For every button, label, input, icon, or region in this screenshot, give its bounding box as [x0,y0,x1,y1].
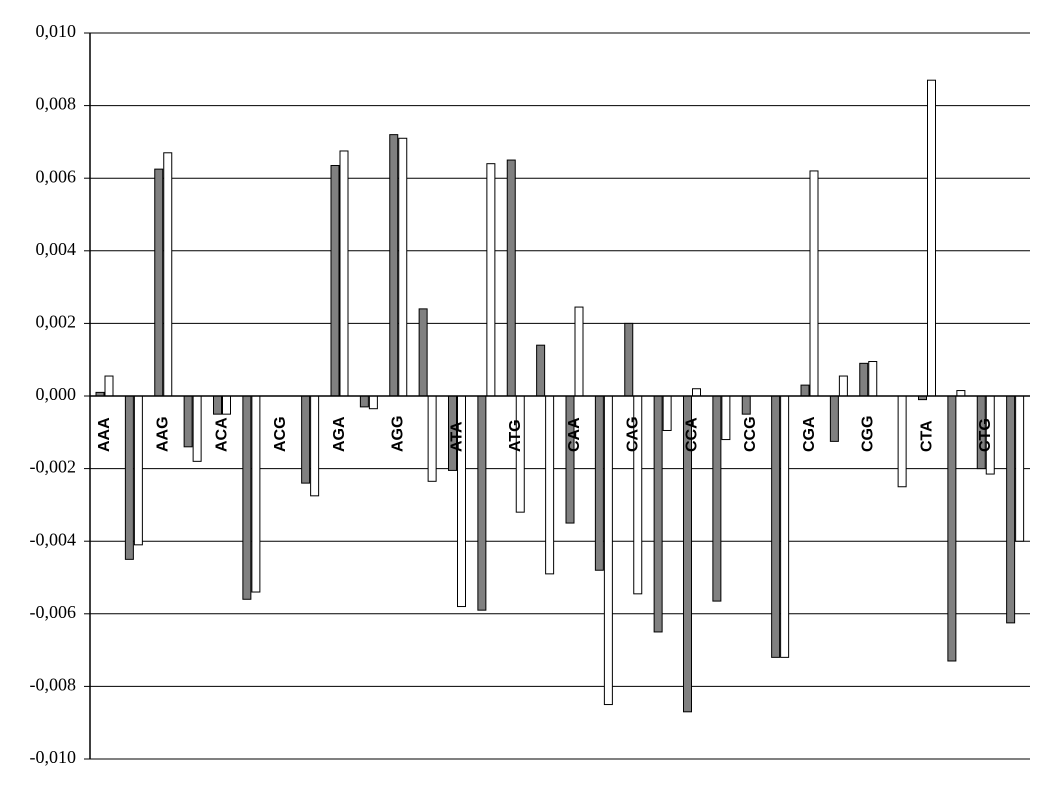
bar [359,395,369,408]
bar [771,395,781,658]
bar [721,395,731,441]
bar [603,395,613,706]
y-tick-label: -0,008 [30,675,77,695]
bar [427,395,437,482]
bar [662,395,672,431]
x-tick-label: AAG [155,416,172,452]
bar [163,152,173,397]
bar [368,395,378,410]
bar [859,362,869,397]
bar [389,134,399,397]
bar [1015,395,1025,542]
y-tick-label: 0,008 [36,94,77,114]
bar [192,395,202,462]
bar [947,395,957,662]
y-tick-label: 0,006 [36,166,77,186]
y-tick-label: -0,006 [30,602,77,622]
x-tick-label: ATA [448,421,465,452]
bar [183,395,193,448]
x-tick-label: CGG [860,416,877,452]
x-tick-label: AGG [390,416,407,452]
y-tick-label: 0,010 [36,21,77,41]
bar [133,395,143,546]
bar [506,159,516,397]
bar [897,395,907,488]
bar [829,395,839,442]
bar [242,395,252,600]
bar [800,384,810,397]
bar [574,306,584,397]
y-tick-label: -0,010 [30,747,77,767]
bar [104,375,114,397]
x-tick-label: CTG [977,418,994,452]
bar [741,395,751,415]
x-tick-label: CTA [918,420,935,452]
x-tick-label: CAA [566,417,583,452]
bar [956,390,966,397]
bar [418,308,428,397]
bar [1006,395,1016,624]
bar [927,79,936,397]
bar [222,395,231,415]
bar [838,375,848,397]
x-tick-label: CCG [742,416,759,452]
bar [868,361,878,397]
bar [545,395,555,575]
x-tick-label: AAA [96,417,113,452]
x-tick-label: CAG [625,416,642,452]
x-tick-label: ACG [272,416,289,452]
bar [712,395,722,602]
x-tick-label: CCA [683,417,700,452]
bar [692,388,701,397]
bar [339,150,349,397]
bar [565,395,575,524]
bar [624,322,634,397]
bar [653,395,663,633]
x-tick-label: ATG [507,419,524,452]
x-tick-label: AGA [331,416,348,452]
bar [398,137,408,397]
bar [594,395,604,571]
bar [310,395,320,497]
bar [213,395,222,415]
bar [809,170,819,397]
y-tick-label: 0,002 [36,312,77,332]
x-tick-label: CGA [801,416,818,452]
y-tick-label: -0,004 [30,529,77,549]
bar [251,395,261,593]
bar [536,344,546,397]
bar [124,395,134,560]
bar [780,395,790,658]
bar [515,395,525,513]
x-tick-label: ACA [213,417,230,452]
bar [154,168,164,397]
y-tick-label: 0,000 [36,384,77,404]
bar [486,163,496,397]
bar [477,395,487,611]
y-tick-label: -0,002 [30,457,77,477]
bar [330,164,340,397]
y-tick-label: 0,004 [36,239,77,259]
bar [301,395,311,484]
